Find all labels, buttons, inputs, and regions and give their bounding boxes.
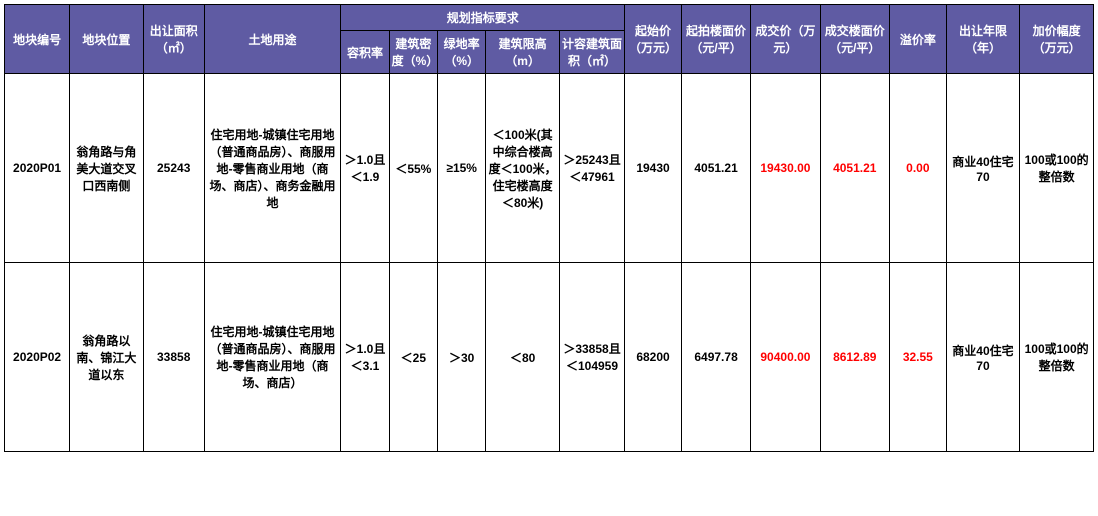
cell-green: ＞30 [438, 263, 486, 452]
cell-start-floor: 4051.21 [681, 74, 750, 263]
table-body: 2020P01 翁角路与角美大道交叉口西南侧 25243 住宅用地-城镇住宅用地… [5, 74, 1094, 452]
cell-years: 商业40住宅70 [946, 263, 1020, 452]
cell-location: 翁角路与角美大道交叉口西南侧 [70, 74, 144, 263]
cell-premium: 0.00 [889, 74, 946, 263]
cell-far: ＞1.0且＜1.9 [341, 74, 389, 263]
cell-plot-id: 2020P02 [5, 263, 70, 452]
col-deal-floor: 成交楼面价（元/平） [820, 5, 889, 74]
cell-height: ＜80 [486, 263, 560, 452]
cell-area: 25243 [143, 74, 204, 263]
col-years: 出让年限（年） [946, 5, 1020, 74]
col-height: 建筑限高（m） [486, 31, 560, 74]
cell-start-price: 68200 [625, 263, 682, 452]
cell-start-price: 19430 [625, 74, 682, 263]
table-header: 地块编号 地块位置 出让面积（㎡） 土地用途 规划指标要求 起始价（万元） 起拍… [5, 5, 1094, 74]
col-plot-id: 地块编号 [5, 5, 70, 74]
cell-area: 33858 [143, 263, 204, 452]
col-area: 出让面积（㎡） [143, 5, 204, 74]
land-auction-table: 地块编号 地块位置 出让面积（㎡） 土地用途 规划指标要求 起始价（万元） 起拍… [4, 4, 1094, 452]
col-group-planning: 规划指标要求 [341, 5, 625, 31]
cell-deal-floor: 8612.89 [820, 263, 889, 452]
cell-density: ＜25 [389, 263, 437, 452]
col-far: 容积率 [341, 31, 389, 74]
cell-far: ＞1.0且＜3.1 [341, 263, 389, 452]
cell-land-use: 住宅用地-城镇住宅用地（普通商品房）、商服用地-零售商业用地（商场、商店） [204, 263, 341, 452]
col-start-price: 起始价（万元） [625, 5, 682, 74]
cell-increment: 100或100的整倍数 [1020, 263, 1094, 452]
col-gross-floor: 计容建筑面积（㎡） [559, 31, 624, 74]
cell-green: ≥15% [438, 74, 486, 263]
col-increment: 加价幅度（万元） [1020, 5, 1094, 74]
table-row: 2020P02 翁角路以南、锦江大道以东 33858 住宅用地-城镇住宅用地（普… [5, 263, 1094, 452]
cell-deal-price: 19430.00 [751, 74, 820, 263]
cell-increment: 100或100的整倍数 [1020, 74, 1094, 263]
cell-gross-floor: ＞25243且＜47961 [559, 74, 624, 263]
cell-land-use: 住宅用地-城镇住宅用地（普通商品房）、商服用地-零售商业用地（商场、商店）、商务… [204, 74, 341, 263]
cell-deal-floor: 4051.21 [820, 74, 889, 263]
cell-plot-id: 2020P01 [5, 74, 70, 263]
table-row: 2020P01 翁角路与角美大道交叉口西南侧 25243 住宅用地-城镇住宅用地… [5, 74, 1094, 263]
col-green: 绿地率（%） [438, 31, 486, 74]
cell-start-floor: 6497.78 [681, 263, 750, 452]
col-location: 地块位置 [70, 5, 144, 74]
col-start-floor: 起拍楼面价（元/平） [681, 5, 750, 74]
cell-location: 翁角路以南、锦江大道以东 [70, 263, 144, 452]
cell-years: 商业40住宅70 [946, 74, 1020, 263]
col-land-use: 土地用途 [204, 5, 341, 74]
cell-premium: 32.55 [889, 263, 946, 452]
cell-height: ＜100米(其中综合楼高度＜100米，住宅楼高度＜80米) [486, 74, 560, 263]
cell-density: ＜55% [389, 74, 437, 263]
col-density: 建筑密度（%） [389, 31, 437, 74]
col-premium: 溢价率 [889, 5, 946, 74]
cell-gross-floor: ＞33858且＜104959 [559, 263, 624, 452]
col-deal-price: 成交价（万元） [751, 5, 820, 74]
cell-deal-price: 90400.00 [751, 263, 820, 452]
